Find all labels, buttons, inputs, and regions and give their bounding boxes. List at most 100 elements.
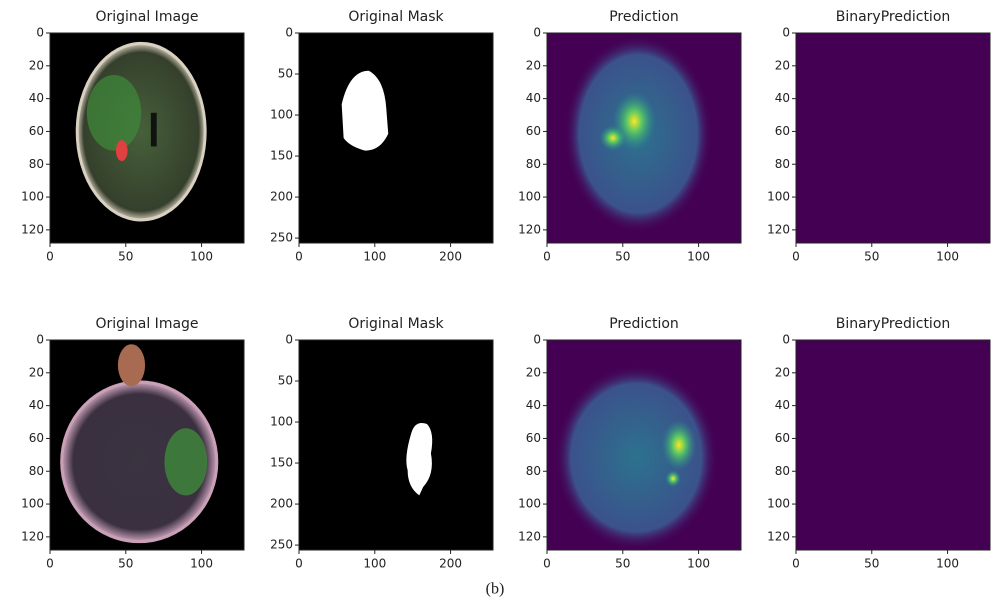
orbit bbox=[118, 344, 145, 386]
panel-title: Original Mask bbox=[348, 316, 444, 332]
panel-title: BinaryPrediction bbox=[836, 9, 951, 25]
background bbox=[299, 33, 493, 243]
y-tick-label: 20 bbox=[775, 58, 790, 72]
y-tick-label: 0 bbox=[533, 26, 541, 40]
y-tick-label: 20 bbox=[775, 365, 790, 379]
x-tick-label: 50 bbox=[864, 557, 879, 571]
y-tick-label: 40 bbox=[29, 91, 44, 105]
panel-title: BinaryPrediction bbox=[836, 316, 951, 332]
x-tick-label: 0 bbox=[792, 250, 800, 264]
panel-title: Prediction bbox=[609, 9, 679, 25]
x-tick-label: 50 bbox=[615, 250, 630, 264]
hot-spot bbox=[665, 470, 681, 487]
image bbox=[796, 340, 990, 550]
y-tick-label: 50 bbox=[278, 374, 293, 388]
y-tick-label: 60 bbox=[775, 124, 790, 138]
y-tick-label: 120 bbox=[21, 222, 44, 236]
x-tick-label: 50 bbox=[118, 557, 133, 571]
caption: (b) bbox=[486, 581, 505, 598]
y-tick-label: 100 bbox=[518, 190, 541, 204]
x-tick-label: 100 bbox=[687, 557, 710, 571]
x-tick-label: 100 bbox=[936, 557, 959, 571]
x-tick-label: 0 bbox=[295, 557, 303, 571]
image bbox=[299, 340, 493, 550]
lesion bbox=[87, 75, 141, 151]
x-tick-label: 100 bbox=[936, 250, 959, 264]
y-tick-label: 100 bbox=[270, 108, 293, 122]
y-tick-label: 60 bbox=[526, 124, 541, 138]
x-tick-label: 0 bbox=[46, 557, 54, 571]
panel-title: Original Mask bbox=[348, 9, 444, 25]
image bbox=[547, 33, 741, 243]
y-tick-label: 150 bbox=[270, 456, 293, 470]
y-tick-label: 0 bbox=[782, 333, 790, 347]
image bbox=[50, 33, 244, 243]
y-tick-label: 80 bbox=[29, 157, 44, 171]
y-tick-label: 40 bbox=[775, 398, 790, 412]
y-tick-label: 100 bbox=[270, 415, 293, 429]
y-tick-label: 80 bbox=[29, 464, 44, 478]
x-tick-label: 100 bbox=[363, 250, 386, 264]
image bbox=[50, 340, 244, 550]
image bbox=[299, 33, 493, 243]
y-tick-label: 60 bbox=[526, 431, 541, 445]
x-tick-label: 0 bbox=[46, 250, 54, 264]
red-spot bbox=[116, 140, 128, 161]
y-tick-label: 20 bbox=[29, 365, 44, 379]
x-tick-label: 50 bbox=[118, 250, 133, 264]
y-tick-label: 80 bbox=[775, 157, 790, 171]
y-tick-label: 0 bbox=[285, 333, 293, 347]
y-tick-label: 120 bbox=[21, 529, 44, 543]
y-tick-label: 60 bbox=[29, 431, 44, 445]
y-tick-label: 80 bbox=[526, 464, 541, 478]
x-tick-label: 100 bbox=[190, 557, 213, 571]
y-tick-label: 0 bbox=[285, 26, 293, 40]
background bbox=[299, 340, 493, 550]
y-tick-label: 40 bbox=[526, 398, 541, 412]
y-tick-label: 60 bbox=[775, 431, 790, 445]
y-tick-label: 100 bbox=[518, 497, 541, 511]
y-tick-label: 120 bbox=[767, 222, 790, 236]
x-tick-label: 100 bbox=[363, 557, 386, 571]
y-tick-label: 100 bbox=[767, 497, 790, 511]
x-tick-label: 100 bbox=[190, 250, 213, 264]
lesion bbox=[164, 428, 207, 495]
image bbox=[796, 33, 990, 243]
y-tick-label: 120 bbox=[767, 529, 790, 543]
ventricle bbox=[151, 113, 157, 147]
y-tick-label: 250 bbox=[270, 538, 293, 552]
y-tick-label: 40 bbox=[29, 398, 44, 412]
y-tick-label: 100 bbox=[21, 190, 44, 204]
image bbox=[547, 340, 741, 550]
y-tick-label: 40 bbox=[526, 91, 541, 105]
background bbox=[796, 33, 990, 243]
panel-title: Prediction bbox=[609, 316, 679, 332]
hot-spot bbox=[599, 125, 626, 150]
background bbox=[796, 340, 990, 550]
y-tick-label: 100 bbox=[21, 497, 44, 511]
y-tick-label: 20 bbox=[29, 58, 44, 72]
y-tick-label: 0 bbox=[36, 26, 44, 40]
y-tick-label: 150 bbox=[270, 149, 293, 163]
y-tick-label: 50 bbox=[278, 67, 293, 81]
x-tick-label: 0 bbox=[792, 557, 800, 571]
y-tick-label: 100 bbox=[767, 190, 790, 204]
y-tick-label: 40 bbox=[775, 91, 790, 105]
y-tick-label: 0 bbox=[533, 333, 541, 347]
x-tick-label: 100 bbox=[687, 250, 710, 264]
x-tick-label: 200 bbox=[439, 250, 462, 264]
y-tick-label: 250 bbox=[270, 231, 293, 245]
y-tick-label: 80 bbox=[775, 464, 790, 478]
y-tick-label: 120 bbox=[518, 529, 541, 543]
hot-spot bbox=[661, 420, 696, 470]
y-tick-label: 80 bbox=[526, 157, 541, 171]
y-tick-label: 120 bbox=[518, 222, 541, 236]
x-tick-label: 200 bbox=[439, 557, 462, 571]
y-tick-label: 60 bbox=[29, 124, 44, 138]
panel-title: Original Image bbox=[95, 9, 198, 25]
figure: (b) Original Image 0 50 100 0 20 40 60 80 100 120 O… bbox=[0, 0, 995, 605]
x-tick-label: 0 bbox=[543, 557, 551, 571]
panel-title: Original Image bbox=[95, 316, 198, 332]
y-tick-label: 20 bbox=[526, 58, 541, 72]
y-tick-label: 200 bbox=[270, 497, 293, 511]
